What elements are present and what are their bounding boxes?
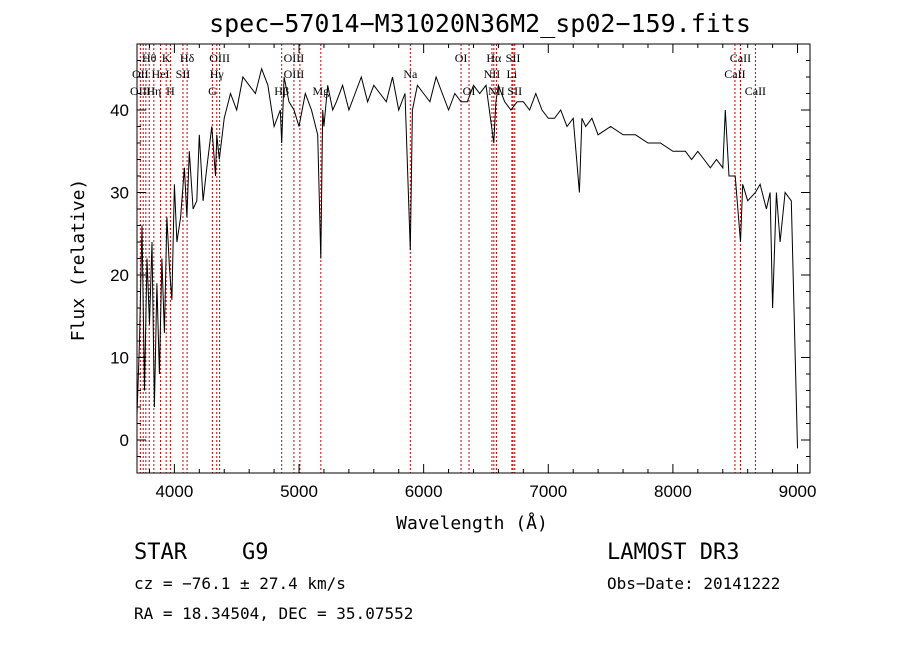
y-tick-label: 30 [110,184,129,203]
survey-name: LAMOST DR3 [607,540,740,565]
line-label: Hγ [210,67,225,81]
x-tick-label: 8000 [654,482,692,501]
spectrum-line [136,67,798,449]
y-axis: 0 10 20 30 40 [110,60,810,457]
x-tick-label: 4000 [155,482,193,501]
line-label: Li [507,67,518,81]
line-annotations: Hθ K Hδ OIII OIII OI Hα SII CaII OII HeI SII Hγ OIII N… [130,51,766,98]
line-label: OIII [284,51,305,65]
x-tick-label: 6000 [405,482,443,501]
y-tick-label: 40 [110,101,129,120]
radial-velocity: cz = −76.1 ± 27.4 km/s [134,574,346,593]
x-tick-label: 7000 [529,482,567,501]
chart-title: spec−57014−M31020N36M2_sp02−159.fits [209,9,751,38]
x-tick-label: 5000 [280,482,318,501]
line-label: Hδ [180,51,195,65]
line-label: H [166,84,175,98]
y-tick-label: 0 [120,431,129,450]
line-label: CaII [724,67,745,81]
line-label: HeI [152,67,170,81]
line-label: Hη [146,84,161,98]
line-label: NII [488,84,505,98]
line-label: Mg [312,84,329,98]
line-label: OI [455,51,468,65]
line-label: OIII [130,84,151,98]
line-label: OIII [209,51,230,65]
line-label: SII [506,51,521,65]
spectral-subclass: G9 [242,540,269,565]
line-label: SII [176,67,191,81]
coordinates: RA = 18.34504, DEC = 35.07552 [134,604,414,623]
y-axis-label: Flux (relative) [68,179,89,342]
y-tick-label: 20 [110,266,129,285]
plot-frame [136,43,811,474]
line-label: Hα [486,51,502,65]
line-label: Hθ [142,51,157,65]
line-label: SII [507,84,522,98]
line-label: NII [484,67,501,81]
x-axis: 4000 5000 6000 7000 8000 9000 [148,44,817,501]
line-label: G [208,84,217,98]
line-label: Na [403,67,418,81]
line-label: K [162,51,171,65]
object-class: STAR [134,540,187,565]
observation-date: Obs−Date: 20141222 [607,574,781,593]
x-tick-label: 9000 [779,482,817,501]
line-label: CaII [730,51,751,65]
line-label: CaII [745,84,766,98]
line-label: Hβ [274,84,289,98]
line-label: OIII [284,67,305,81]
y-tick-label: 10 [110,349,129,368]
x-axis-label: Wavelength (Å) [396,512,548,534]
line-label: OII [132,67,149,81]
